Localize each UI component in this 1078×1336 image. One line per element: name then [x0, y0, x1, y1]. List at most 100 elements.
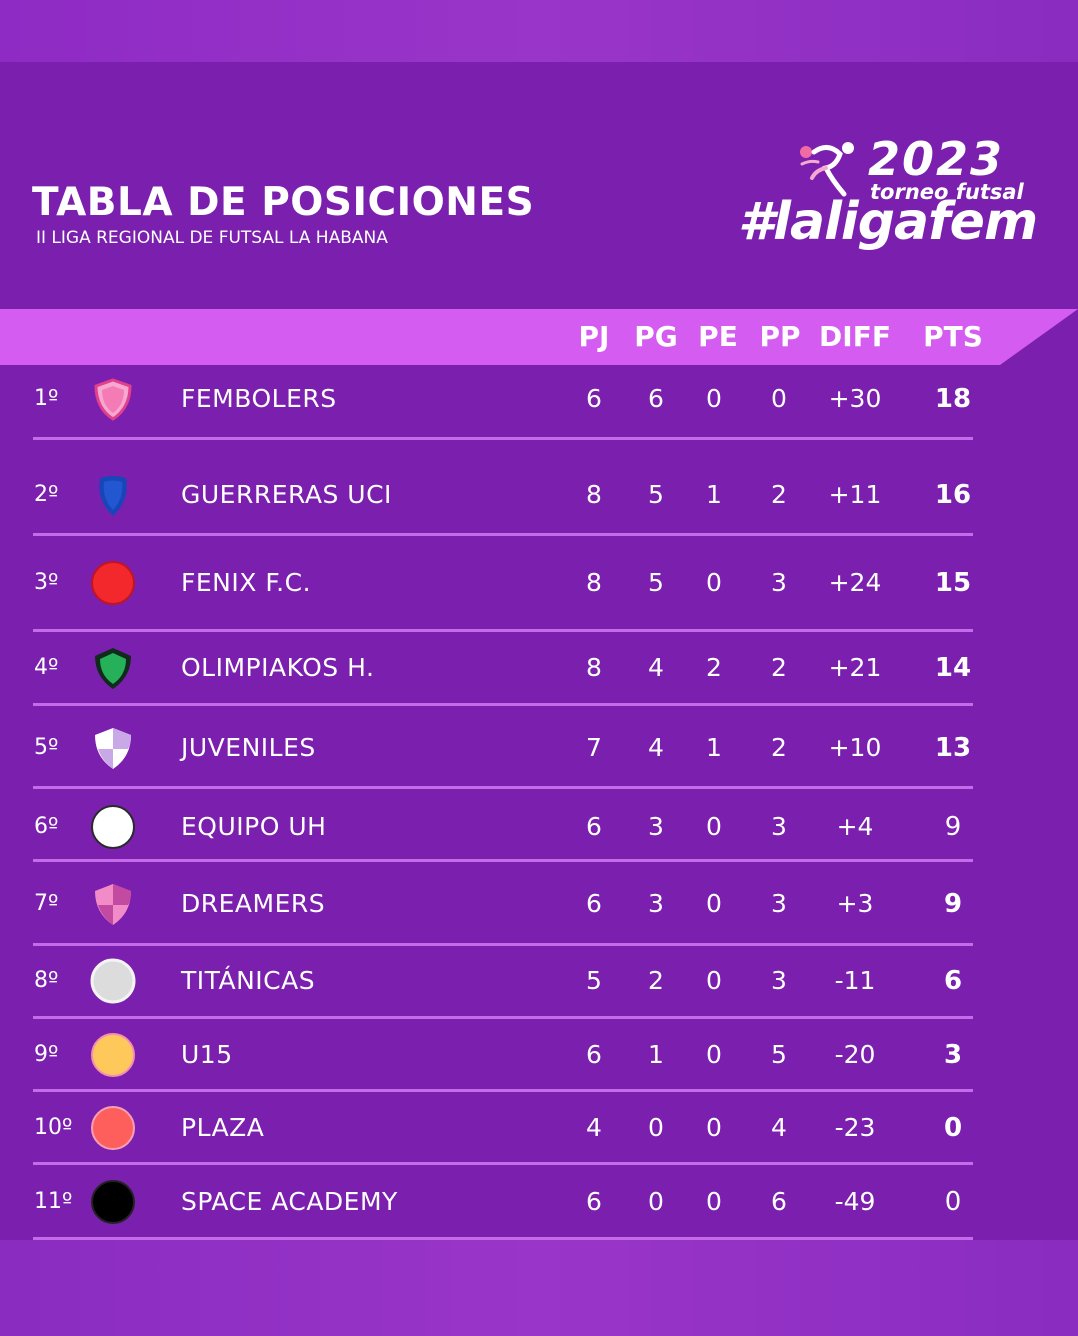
pe-value: 0: [706, 1187, 722, 1216]
team-name: SPACE ACADEMY: [181, 1187, 398, 1216]
pj-value: 8: [586, 653, 602, 682]
col-header-pts: PTS: [923, 320, 983, 353]
standings-row: 10º PLAZA 4 0 0 4 -23 0: [0, 1091, 1078, 1165]
pg-value: 1: [648, 1040, 664, 1069]
points-value: 6: [943, 966, 963, 996]
standings-row: 11º SPACE ACADEMY 6 0 0 6 -49 0: [0, 1165, 1078, 1239]
pe-value: 0: [706, 889, 722, 918]
row-divider: [33, 1016, 973, 1019]
pink-shield-crest: [90, 376, 136, 422]
pe-value: 1: [706, 480, 722, 509]
points-value: 15: [934, 568, 972, 598]
pg-value: 4: [648, 653, 664, 682]
team-name: U15: [181, 1040, 233, 1069]
diff-value: +10: [828, 733, 882, 762]
points-value: 18: [934, 384, 972, 414]
position-label: 11º: [34, 1189, 73, 1214]
points-value: 13: [934, 733, 972, 763]
pp-value: 2: [771, 733, 787, 762]
position-label: 3º: [34, 570, 59, 595]
pp-value: 2: [771, 653, 787, 682]
pe-value: 0: [706, 568, 722, 597]
col-header-pj: PJ: [578, 320, 610, 353]
white-lilac-shield-crest: [90, 725, 136, 771]
pg-value: 5: [648, 480, 664, 509]
pp-value: 3: [771, 568, 787, 597]
row-divider: [33, 703, 973, 706]
team-name: FEMBOLERS: [181, 384, 337, 413]
standings-row: 9º U15 6 1 0 5 -20 3: [0, 1018, 1078, 1092]
standings-row: 3º FENIX F.C. 8 5 0 3 +24 15: [0, 546, 1078, 620]
white-circle-crest: [90, 804, 136, 850]
pe-value: 0: [706, 1113, 722, 1142]
row-divider: [33, 629, 973, 632]
pe-value: 0: [706, 966, 722, 995]
team-name: EQUIPO UH: [181, 812, 327, 841]
pp-value: 2: [771, 480, 787, 509]
blue-shield-crest: [90, 472, 136, 518]
points-value: 9: [943, 889, 963, 919]
league-logo: 2023 torneo futsal #laligafem: [738, 132, 1050, 262]
black-circle-crest: [90, 1179, 136, 1225]
standings-row: 1º FEMBOLERS 6 6 0 0 +30 18: [0, 362, 1078, 436]
team-name: PLAZA: [181, 1113, 265, 1142]
table-header-band: [0, 309, 1078, 365]
pg-value: 0: [648, 1187, 664, 1216]
diff-value: -23: [834, 1113, 876, 1142]
pj-value: 6: [586, 812, 602, 841]
pg-value: 0: [648, 1113, 664, 1142]
diff-value: +24: [828, 568, 882, 597]
diff-value: +11: [828, 480, 882, 509]
position-label: 1º: [34, 386, 59, 411]
col-header-pg: PG: [634, 320, 678, 353]
row-divider: [33, 533, 973, 536]
position-label: 2º: [34, 482, 59, 507]
yellow-circle-crest: [90, 1032, 136, 1078]
pj-value: 5: [586, 966, 602, 995]
pg-value: 3: [648, 812, 664, 841]
pg-value: 4: [648, 733, 664, 762]
position-label: 10º: [34, 1115, 73, 1140]
row-divider: [33, 859, 973, 862]
position-label: 4º: [34, 655, 59, 680]
standings-row: 7º DREAMERS 6 3 0 3 +3 9: [0, 867, 1078, 941]
diff-value: +3: [836, 889, 874, 918]
standings-row: 2º GUERRERAS UCI 8 5 1 2 +11 16: [0, 458, 1078, 532]
grey-circle-crest: [90, 958, 136, 1004]
coral-circle-crest: [90, 1105, 136, 1151]
position-label: 8º: [34, 968, 59, 993]
pg-value: 3: [648, 889, 664, 918]
diff-value: -11: [834, 966, 876, 995]
top-band: [0, 0, 1078, 62]
red-circle-crest: [90, 560, 136, 606]
points-value: 14: [934, 653, 972, 683]
standings-row: 8º TITÁNICAS 5 2 0 3 -11 6: [0, 944, 1078, 1018]
player-kick-icon: [800, 142, 854, 197]
pg-value: 2: [648, 966, 664, 995]
pe-value: 0: [706, 1040, 722, 1069]
row-divider: [33, 1237, 973, 1240]
row-divider: [33, 943, 973, 946]
logo-tagline: torneo futsal: [870, 180, 1024, 204]
pp-value: 0: [771, 384, 787, 413]
position-label: 6º: [34, 814, 59, 839]
logo-hashtag: #laligafem: [738, 192, 1038, 252]
page-title: TABLA DE POSICIONES: [32, 180, 535, 225]
team-name: DREAMERS: [181, 889, 326, 918]
pj-value: 6: [586, 889, 602, 918]
team-name: TITÁNICAS: [181, 966, 316, 995]
row-divider: [33, 1162, 973, 1165]
points-value: 16: [934, 480, 972, 510]
green-shield-crest: [90, 645, 136, 691]
team-name: JUVENILES: [181, 733, 316, 762]
position-label: 5º: [34, 735, 59, 760]
diff-value: -49: [834, 1187, 876, 1216]
points-value: 3: [943, 1040, 963, 1070]
page-subtitle: II LIGA REGIONAL DE FUTSAL LA HABANA: [36, 228, 388, 248]
points-value: 9: [944, 812, 962, 842]
standings-row: 4º OLIMPIAKOS H. 8 4 2 2 +21 14: [0, 631, 1078, 705]
pj-value: 4: [586, 1113, 602, 1142]
diff-value: -20: [834, 1040, 876, 1069]
pe-value: 2: [706, 653, 722, 682]
pj-value: 6: [586, 1187, 602, 1216]
